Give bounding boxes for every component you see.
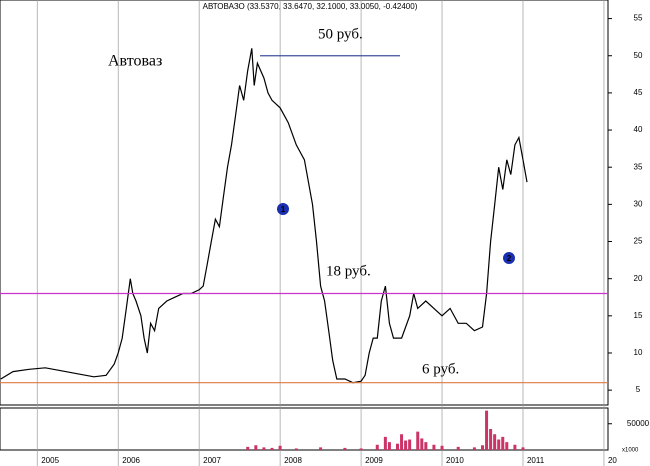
volume-bar [505,442,509,450]
y-tick-label: 55 [634,14,643,23]
y-tick-label: 5 [636,385,641,394]
volume-bar [375,444,379,450]
volume-bar [383,436,387,450]
volume-bar [400,434,404,450]
level-label: 50 руб. [318,26,363,42]
volume-bar [408,439,412,450]
y-tick-label: 25 [634,237,643,246]
volume-bar [246,446,250,450]
marker-label: 2 [507,254,512,263]
level-label: 18 руб. [326,263,371,279]
marker-label: 1 [281,205,286,214]
level-label: 6 руб. [422,361,459,377]
volume-bar [485,410,489,450]
volume-bar [424,442,428,450]
marker-circle [277,203,289,215]
volume-bar [294,448,298,450]
volume-bar [501,436,505,450]
volume-bar [278,445,282,450]
y-tick-label: 10 [634,348,643,357]
volume-bar [319,447,323,450]
x-tick-label: 2007 [203,456,221,465]
x-tick-label: 2009 [365,456,383,465]
volume-bar [489,429,493,450]
volume-bar [254,445,258,450]
volume-bar [343,447,347,450]
volume-bar [521,447,525,450]
volume-bar [497,439,501,450]
volume-frame [0,407,609,451]
y-tick-label: 45 [634,88,643,97]
volume-bar [493,434,497,450]
volume-bar [270,447,274,450]
x-tick-label: 2011 [527,456,545,465]
volume-bar [387,442,391,450]
annotation: Автоваз [108,53,162,70]
volume-bar [262,447,266,450]
x-tick-label: 2005 [41,456,59,465]
x-tick-label: 2008 [284,456,302,465]
volume-bar [359,448,363,450]
y-tick-label: 15 [634,311,643,320]
volume-bar [513,444,517,450]
volume-bar [396,443,400,450]
y-tick-label: 20 [634,274,643,283]
volume-bar [404,440,408,450]
volume-bar [472,447,476,450]
x-tick-label: 2010 [446,456,464,465]
y-tick-label: 50 [634,51,643,60]
chart-title: АВТОВАЗО (33.5370, 33.6470, 32.1000, 33.… [203,2,418,11]
x-tick-label: 20 [608,456,617,465]
volume-bar [456,446,460,450]
y-tick-label: 40 [634,125,643,134]
marker-circle [503,252,515,264]
volume-bar [481,445,485,450]
volume-bar [432,444,436,450]
price-line [0,48,528,384]
y-tick-label: 35 [634,162,643,171]
y-tick-label: 50000 [627,419,650,428]
x-tick-label: 2006 [122,456,140,465]
volume-bar [420,438,424,450]
volume-bar [440,445,444,450]
volume-bar [416,431,420,450]
price-frame [0,0,609,406]
y-tick-label: 30 [634,199,643,208]
volume-unit: x1000 [622,448,639,454]
